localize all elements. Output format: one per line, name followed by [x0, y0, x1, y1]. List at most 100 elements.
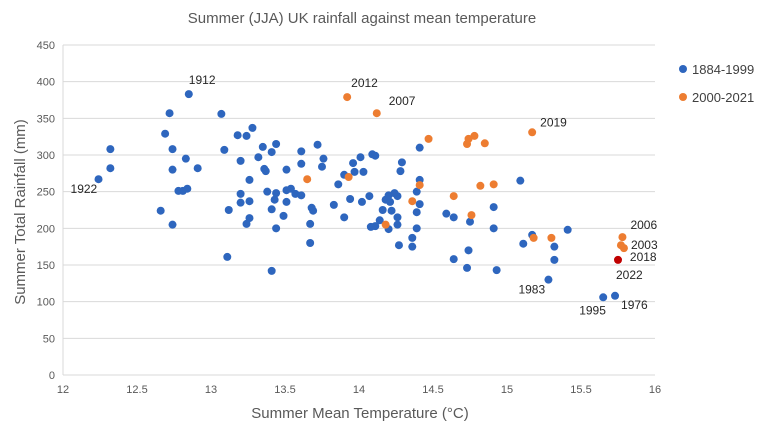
y-tick-label: 150: [37, 260, 55, 272]
annotation-label: 1912: [189, 73, 216, 87]
legend-marker: [679, 65, 687, 73]
x-tick-label: 15.5: [570, 384, 591, 396]
data-point: [365, 192, 374, 201]
data-point: [181, 154, 190, 163]
data-point: [397, 158, 406, 167]
y-tick-label: 400: [37, 77, 55, 89]
y-axis-label: Summer Total Rainfall (mm): [12, 119, 29, 305]
data-point: [466, 217, 474, 226]
data-point: [297, 159, 306, 168]
data-point: [371, 222, 380, 231]
data-point: [359, 167, 368, 176]
data-point: [236, 198, 245, 207]
legend-label: 2000-2021: [692, 90, 754, 105]
data-point: [489, 203, 498, 212]
data-point: [297, 147, 306, 156]
annotation-label: 2018: [630, 250, 657, 264]
y-tick-label: 250: [37, 187, 55, 199]
data-point: [470, 131, 479, 140]
data-point: [156, 206, 165, 215]
data-point: [161, 129, 170, 138]
data-point: [258, 142, 267, 151]
data-point: [394, 241, 403, 250]
data-point: [245, 175, 254, 184]
data-point: [449, 192, 458, 201]
x-tick-label: 13: [205, 384, 217, 396]
chart-title: Summer (JJA) UK rainfall against mean te…: [188, 10, 536, 27]
data-point: [272, 224, 281, 233]
data-point: [415, 181, 424, 190]
data-point: [387, 206, 396, 215]
data-point: [248, 123, 257, 132]
data-point: [464, 134, 473, 143]
data-point: [408, 242, 417, 251]
data-point: [106, 164, 115, 173]
data-point: [563, 225, 572, 234]
data-point: [344, 173, 353, 181]
gridlines: [62, 44, 655, 376]
data-point: [282, 197, 291, 206]
data-point: [306, 219, 315, 228]
data-point: [313, 140, 322, 149]
data-point: [106, 145, 115, 154]
data-point: [220, 145, 229, 154]
data-point: [319, 154, 328, 163]
x-tick-label: 15: [501, 384, 513, 396]
data-point: [217, 109, 226, 118]
data-point: [309, 206, 318, 215]
data-point: [547, 233, 556, 242]
annotation-label: 2006: [630, 218, 657, 232]
data-points: [94, 90, 628, 302]
data-point: [340, 213, 349, 222]
data-point: [393, 213, 402, 222]
data-point: [297, 191, 306, 200]
data-point: [408, 233, 417, 242]
data-point: [449, 255, 458, 264]
x-tick-label: 16: [649, 384, 661, 396]
data-point: [183, 184, 192, 193]
data-point: [343, 93, 352, 102]
data-point: [381, 220, 390, 229]
data-point: [270, 195, 279, 204]
data-point: [550, 242, 559, 251]
data-point: [611, 291, 620, 300]
data-point: [463, 263, 472, 272]
data-point: [254, 153, 263, 162]
data-point: [267, 148, 276, 157]
data-point: [236, 189, 245, 198]
x-tick-label: 12: [57, 384, 69, 396]
annotation-label: 2022: [616, 268, 643, 282]
x-tick-label: 14.5: [422, 384, 443, 396]
data-point: [412, 187, 421, 196]
data-point: [350, 167, 359, 176]
data-point: [184, 90, 193, 99]
legend-label: 1884-1999: [692, 62, 754, 77]
data-point: [529, 233, 538, 242]
annotation-label: 1922: [71, 182, 98, 196]
data-point: [372, 109, 381, 118]
data-point: [346, 195, 355, 203]
data-point: [371, 151, 380, 160]
data-point: [263, 187, 272, 196]
y-tick-label: 300: [37, 150, 55, 162]
data-point: [489, 180, 498, 189]
data-point: [618, 233, 627, 242]
data-point: [306, 239, 315, 247]
data-point: [408, 197, 417, 206]
data-point: [261, 167, 270, 176]
data-point: [272, 140, 281, 148]
annotation-label: 1995: [579, 303, 606, 317]
data-point: [223, 252, 232, 261]
data-point: [94, 175, 103, 184]
y-tick-label: 200: [37, 223, 55, 235]
annotation-label: 2012: [351, 76, 378, 90]
data-point: [599, 293, 608, 302]
data-point: [349, 159, 358, 168]
annotation-label: 1976: [621, 298, 648, 312]
data-point: [412, 208, 421, 217]
data-point: [528, 128, 537, 137]
data-point: [519, 239, 528, 248]
data-point: [242, 131, 251, 140]
data-point: [544, 275, 553, 284]
tick-labels: 0 50 100 150 200 250 300 350 400 450 12 12.5 13 13.5 1…: [37, 40, 661, 396]
